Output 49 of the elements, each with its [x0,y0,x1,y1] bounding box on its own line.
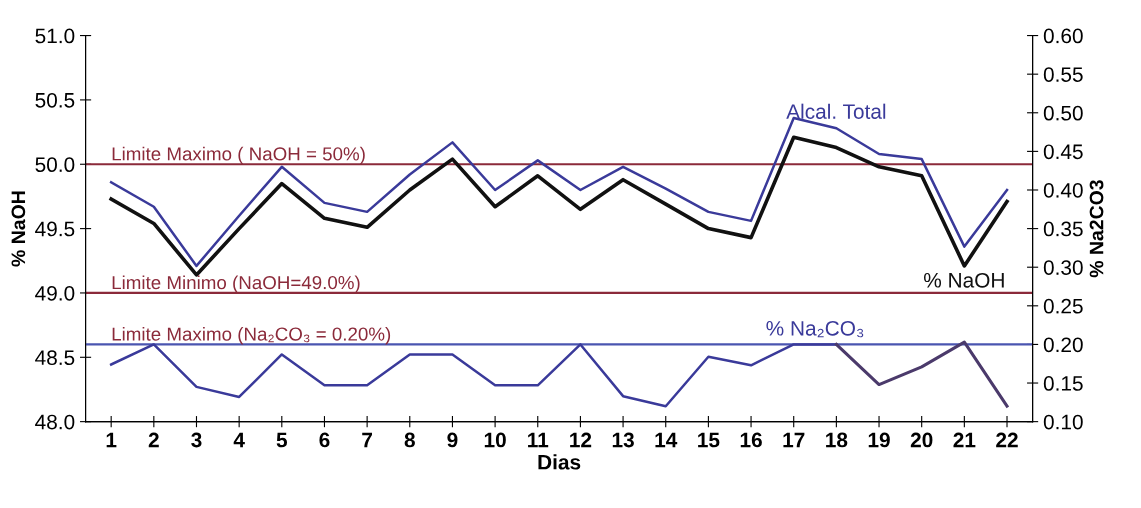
y-tick-label: 50.0 [35,157,75,173]
y-tick-label: 49.5 [35,221,75,237]
x-tick-label: 19 [868,432,890,448]
y-tick-label: 48.5 [35,350,75,366]
y2-tick-label: 0.60 [1043,28,1083,44]
x-tick-label: 20 [910,432,933,448]
x-tick-label: 5 [276,432,288,448]
y2-tick-label: 0.10 [1043,414,1083,430]
x-tick-label: 1 [106,432,117,448]
y2-tick-label: 0.20 [1043,337,1083,353]
y2-tick-label: 0.40 [1043,182,1083,198]
x-tick-label: 7 [362,432,372,448]
y2-tick-label: 0.55 [1043,67,1083,82]
y-tick-label: 51.0 [35,28,75,44]
x-tick-label: 4 [233,432,245,448]
x-tick-label: 12 [570,432,592,448]
ref-line-label: Limite Maximo (Na₂CO₃ = 0.20%) [112,326,391,345]
x-tick-label: 22 [996,432,1018,448]
y2-tick-label: 0.25 [1043,298,1083,314]
x-tick-label: 17 [783,432,805,448]
x-tick-label: 21 [953,432,976,448]
y-axis-title: % NaOH [11,191,26,267]
x-tick-label: 2 [148,432,159,448]
x-tick-label: 3 [191,432,202,448]
y2-tick-label: 0.35 [1043,221,1083,237]
x-tick-label: 6 [319,432,330,448]
x-tick-label: 9 [447,432,458,448]
y-tick-label: 49.0 [35,285,75,301]
x-tick-label: 15 [698,432,720,448]
y2-axis-title: % Na2CO3 [1089,180,1104,278]
series-label: % NaOH [924,272,1004,288]
series-label: Alcal. Total [786,103,886,119]
y2-tick-label: 0.50 [1043,105,1083,121]
y-tick-label: 48.0 [35,414,75,430]
x-tick-label: 13 [612,432,634,448]
series-label: % Na₂CO₃ [766,320,864,338]
x-tick-label: 8 [404,432,415,448]
x-tick-label: 11 [528,432,549,448]
y2-tick-label: 0.30 [1043,260,1083,275]
y2-tick-label: 0.45 [1043,144,1083,160]
y2-tick-label: 0.15 [1043,376,1083,391]
x-tick-label: 18 [826,432,848,448]
x-tick-label: 16 [740,432,762,448]
x-axis-title: Dias [538,454,581,470]
y-tick-label: 50.5 [35,92,75,108]
x-tick-label: 14 [655,432,678,448]
ref-line-label: Limite Maximo ( NaOH = 50%) [112,146,365,165]
ref-line-label: Limite Minimo (NaOH=49.0%) [112,275,360,293]
x-tick-label: 10 [484,432,506,448]
